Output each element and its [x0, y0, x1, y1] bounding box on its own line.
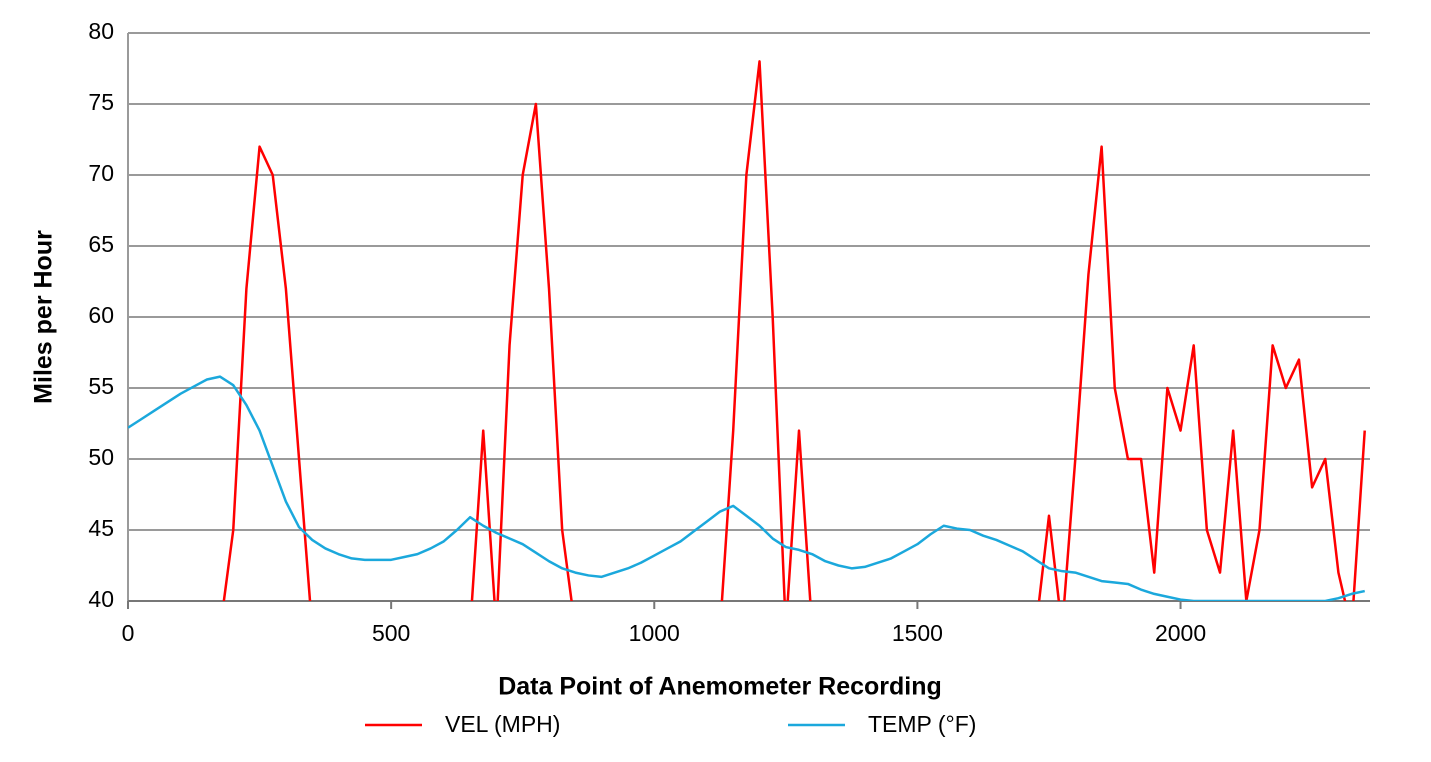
y-tick-label: 50 — [88, 444, 114, 470]
y-tick-label: 55 — [88, 373, 114, 399]
series-line — [222, 60, 1366, 601]
legend-label: TEMP (°F) — [868, 711, 976, 737]
y-tick-label: 45 — [88, 515, 114, 541]
x-tick-label: 1500 — [892, 620, 943, 646]
y-tick-label: 75 — [88, 89, 114, 115]
y-tick-label: 80 — [88, 18, 114, 44]
x-tick-label: 2000 — [1155, 620, 1206, 646]
y-tick-label: 60 — [88, 302, 114, 328]
x-tick-label: 500 — [372, 620, 410, 646]
legend-label: VEL (MPH) — [445, 711, 560, 737]
y-tick-label: 70 — [88, 160, 114, 186]
y-tick-label: 65 — [88, 231, 114, 257]
x-axis-label: Data Point of Anemometer Recording — [498, 673, 942, 701]
plot-area — [128, 60, 1366, 601]
x-tick-label: 0 — [122, 620, 135, 646]
series-line — [128, 375, 1366, 601]
x-tick-label: 1000 — [629, 620, 680, 646]
y-tick-label: 40 — [88, 586, 114, 612]
y-axis-label: Miles per Hour — [30, 230, 58, 404]
